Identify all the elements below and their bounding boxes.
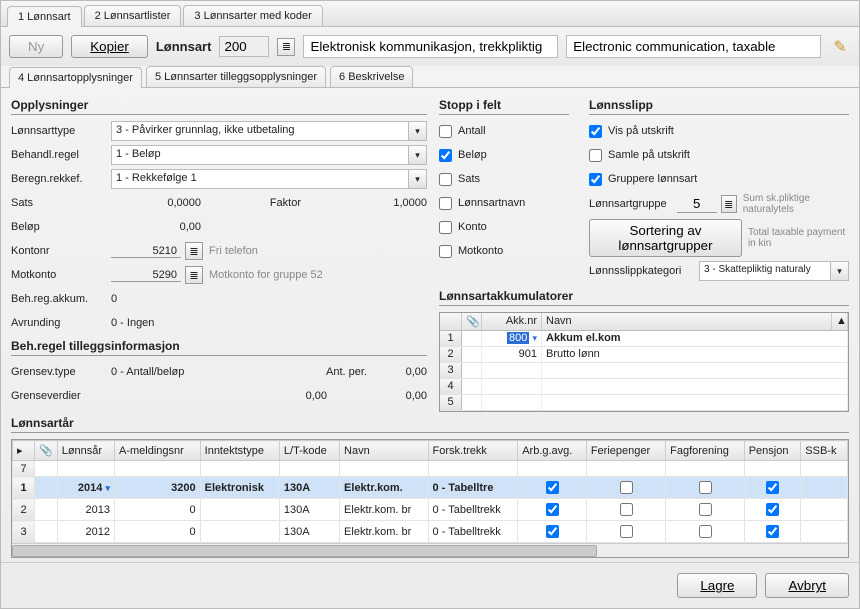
chk-lonnsartnavn[interactable]: Lønnsartnavn [439,193,569,213]
table-row[interactable]: 2901Brutto lønn [440,347,848,363]
chevron-down-icon[interactable]: ▾ [409,121,427,141]
chk-gruppere[interactable]: Gruppere lønnsart [589,169,849,189]
table-row[interactable]: 1800 ▾Akkum el.kom [440,331,848,347]
save-button[interactable]: Lagre [677,573,757,598]
table-row[interactable]: 5 [440,395,848,411]
chevron-down-icon[interactable]: ▾ [831,261,849,281]
combo-beregnrekke[interactable]: 1 - Rekkefølge 1▾ [111,169,427,189]
year-title: Lønnsartår [11,416,849,433]
hint-kontonr: Fri telefon [209,245,258,257]
lonnsart-label: Lønnsart [156,39,212,54]
label-lonnsarttype: Lønnsarttype [11,125,111,137]
combo-behandlregel[interactable]: 1 - Beløp▾ [111,145,427,165]
hint-sort: Total taxable payment in kin [748,227,849,249]
input-lonnsartgruppe[interactable] [677,195,717,213]
value-belop: 0,00 [111,221,201,233]
table-row[interactable]: 7 [13,461,848,477]
value-motkonto[interactable]: 5290 [111,269,181,282]
lonnsart-code-input[interactable] [219,36,269,57]
label-faktor: Faktor [221,197,301,209]
label-behregakkum: Beh.reg.akkum. [11,293,111,305]
horizontal-scrollbar[interactable] [12,543,848,557]
value-faktor: 1,0000 [301,197,427,209]
label-grensevtype: Grensev.type [11,366,111,378]
combo-kategori[interactable]: 3 - Skattepliktig naturaly▾ [699,261,849,281]
label-kontonr: Kontonr [11,245,111,257]
table-row[interactable]: 220130130AElektr.kom. br0 - Tabelltrekk [13,499,848,521]
chevron-down-icon[interactable]: ▾ [409,169,427,189]
chk-antall[interactable]: Antall [439,121,569,141]
label-belop: Beløp [11,221,111,233]
table-row[interactable]: 3 [440,363,848,379]
lonnsart-name-no[interactable] [303,35,558,58]
content-area: Opplysninger Lønnsarttype 3 - Påvirker g… [1,88,859,416]
akk-title: Lønnsartakkumulatorer [439,289,849,306]
label-antper: Ant. per. [221,366,367,378]
stopp-title: Stopp i felt [439,98,569,115]
value-antper: 0,00 [367,366,427,378]
lookup-icon[interactable]: ≣ [721,195,737,213]
value-grensevtype: 0 - Antall/beløp [111,366,221,378]
value-kontonr[interactable]: 5210 [111,245,181,258]
lookup-icon[interactable]: ≣ [185,266,203,284]
value-avrunding: 0 - Ingen [111,317,154,329]
label-avrunding: Avrunding [11,317,111,329]
sort-groups-button[interactable]: Sortering av lønnsartgrupper [589,219,742,257]
copy-button[interactable]: Kopier [71,35,148,58]
chk-belop[interactable]: Beløp [439,145,569,165]
hint-motkonto: Motkonto for gruppe 52 [209,269,323,281]
hint-lonnsartgruppe: Sum sk.pliktige naturalytels [743,193,849,215]
top-tabs: 1 Lønnsart 2 Lønnsartlister 3 Lønnsarter… [1,1,859,27]
tab-lonnsart[interactable]: 1 Lønnsart [7,6,82,27]
lookup-icon[interactable]: ≣ [277,38,295,56]
new-button[interactable]: Ny [9,35,63,58]
chk-konto[interactable]: Konto [439,217,569,237]
chk-motkonto[interactable]: Motkonto [439,241,569,261]
lookup-icon[interactable]: ≣ [185,242,203,260]
cancel-button[interactable]: Avbryt [765,573,849,598]
table-row[interactable]: 12014 ▾3200Elektronisk130AElektr.kom.0 -… [13,477,848,499]
edit-icon[interactable]: ✎ [829,36,851,58]
value-behregakkum: 0 [111,293,117,305]
label-grenseverdier: Grenseverdier [11,390,111,402]
akk-grid[interactable]: 📎 Akk.nr Navn ▲ 1800 ▾Akkum el.kom2901Br… [439,312,849,412]
footer: Lagre Avbryt [1,562,859,608]
subtab-beskrivelse[interactable]: 6 Beskrivelse [330,66,413,87]
table-row[interactable]: 320120130AElektr.kom. br0 - Tabelltrekk [13,521,848,543]
label-behandlregel: Behandl.regel [11,149,111,161]
value-grenseverdier2: 0,00 [327,390,427,402]
year-grid[interactable]: ▸📎LønnsårA-meldingsnrInntektstypeL/T-kod… [11,439,849,558]
label-beregnrekke: Beregn.rekkef. [11,173,111,185]
subtab-opplysninger[interactable]: 4 Lønnsartopplysninger [9,67,142,88]
combo-lonnsarttype[interactable]: 3 - Påvirker grunnlag, ikke utbetaling▾ [111,121,427,141]
table-row[interactable]: 4 [440,379,848,395]
opplysninger-title: Opplysninger [11,98,427,115]
lonnsart-name-en[interactable] [566,35,821,58]
chevron-down-icon[interactable]: ▾ [409,145,427,165]
tillegg-title: Beh.regel tilleggsinformasjon [11,339,427,356]
value-grenseverdier1: 0,00 [111,390,327,402]
tab-lonnsarter-koder[interactable]: 3 Lønnsarter med koder [183,5,322,26]
subtab-tillegg[interactable]: 5 Lønnsarter tilleggsopplysninger [146,66,326,87]
label-motkonto: Motkonto [11,269,111,281]
value-sats: 0,0000 [111,197,201,209]
toolbar: Ny Kopier Lønnsart ≣ ✎ [1,27,859,66]
chk-sats[interactable]: Sats [439,169,569,189]
main-window: 1 Lønnsart 2 Lønnsartlister 3 Lønnsarter… [0,0,860,609]
chk-vis-utskrift[interactable]: Vis på utskrift [589,121,849,141]
slipp-title: Lønnsslipp [589,98,849,115]
tab-lonnsartlister[interactable]: 2 Lønnsartlister [84,5,182,26]
sub-tabs: 4 Lønnsartopplysninger 5 Lønnsarter till… [1,66,859,88]
label-lonnsartgruppe: Lønnsartgruppe [589,198,677,210]
chk-samle-utskrift[interactable]: Samle på utskrift [589,145,849,165]
label-sats: Sats [11,197,111,209]
label-kategori: Lønnsslippkategori [589,265,699,277]
